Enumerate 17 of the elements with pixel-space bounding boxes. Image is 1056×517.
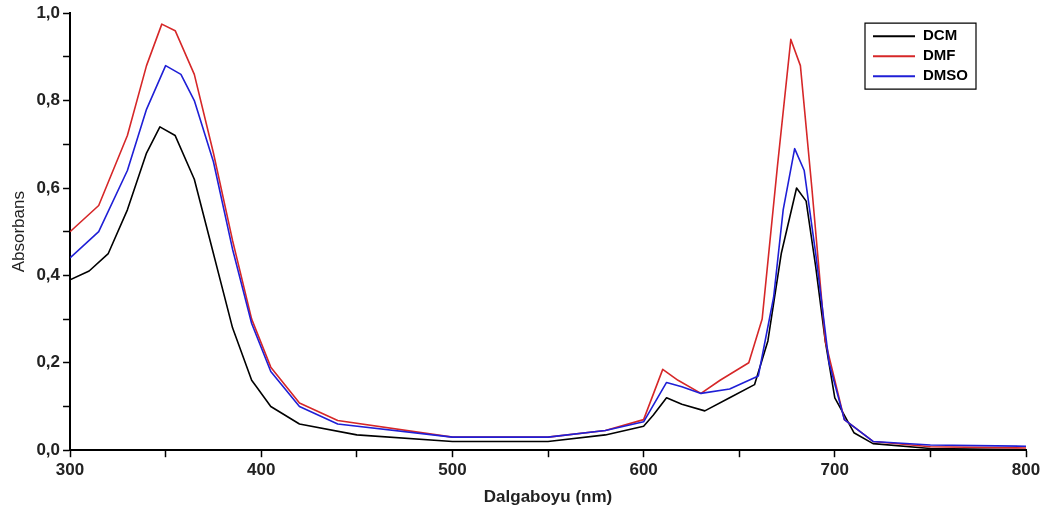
legend-label: DMSO: [923, 66, 969, 84]
y-tick-label: 0,4: [36, 265, 61, 285]
y-axis-title: Absorbans: [8, 191, 28, 273]
y-tick-label: 0,8: [36, 90, 61, 110]
x-axis-title: Dalgaboyu (nm): [483, 487, 613, 507]
y-tick-label: 0,0: [36, 439, 61, 459]
x-tick-label: 300: [55, 460, 85, 480]
legend-label: DCM: [923, 26, 958, 44]
y-tick-label: 0,6: [36, 177, 61, 197]
legend-label: DMF: [923, 46, 956, 64]
x-tick-label: 500: [438, 460, 467, 480]
x-tick-label: 800: [1011, 460, 1041, 480]
x-tick-label: 700: [820, 460, 849, 480]
x-tick-label: 600: [629, 460, 658, 480]
x-tick-label: 400: [247, 460, 276, 480]
y-tick-label: 1,0: [36, 2, 61, 22]
y-tick-label: 0,2: [36, 352, 61, 372]
